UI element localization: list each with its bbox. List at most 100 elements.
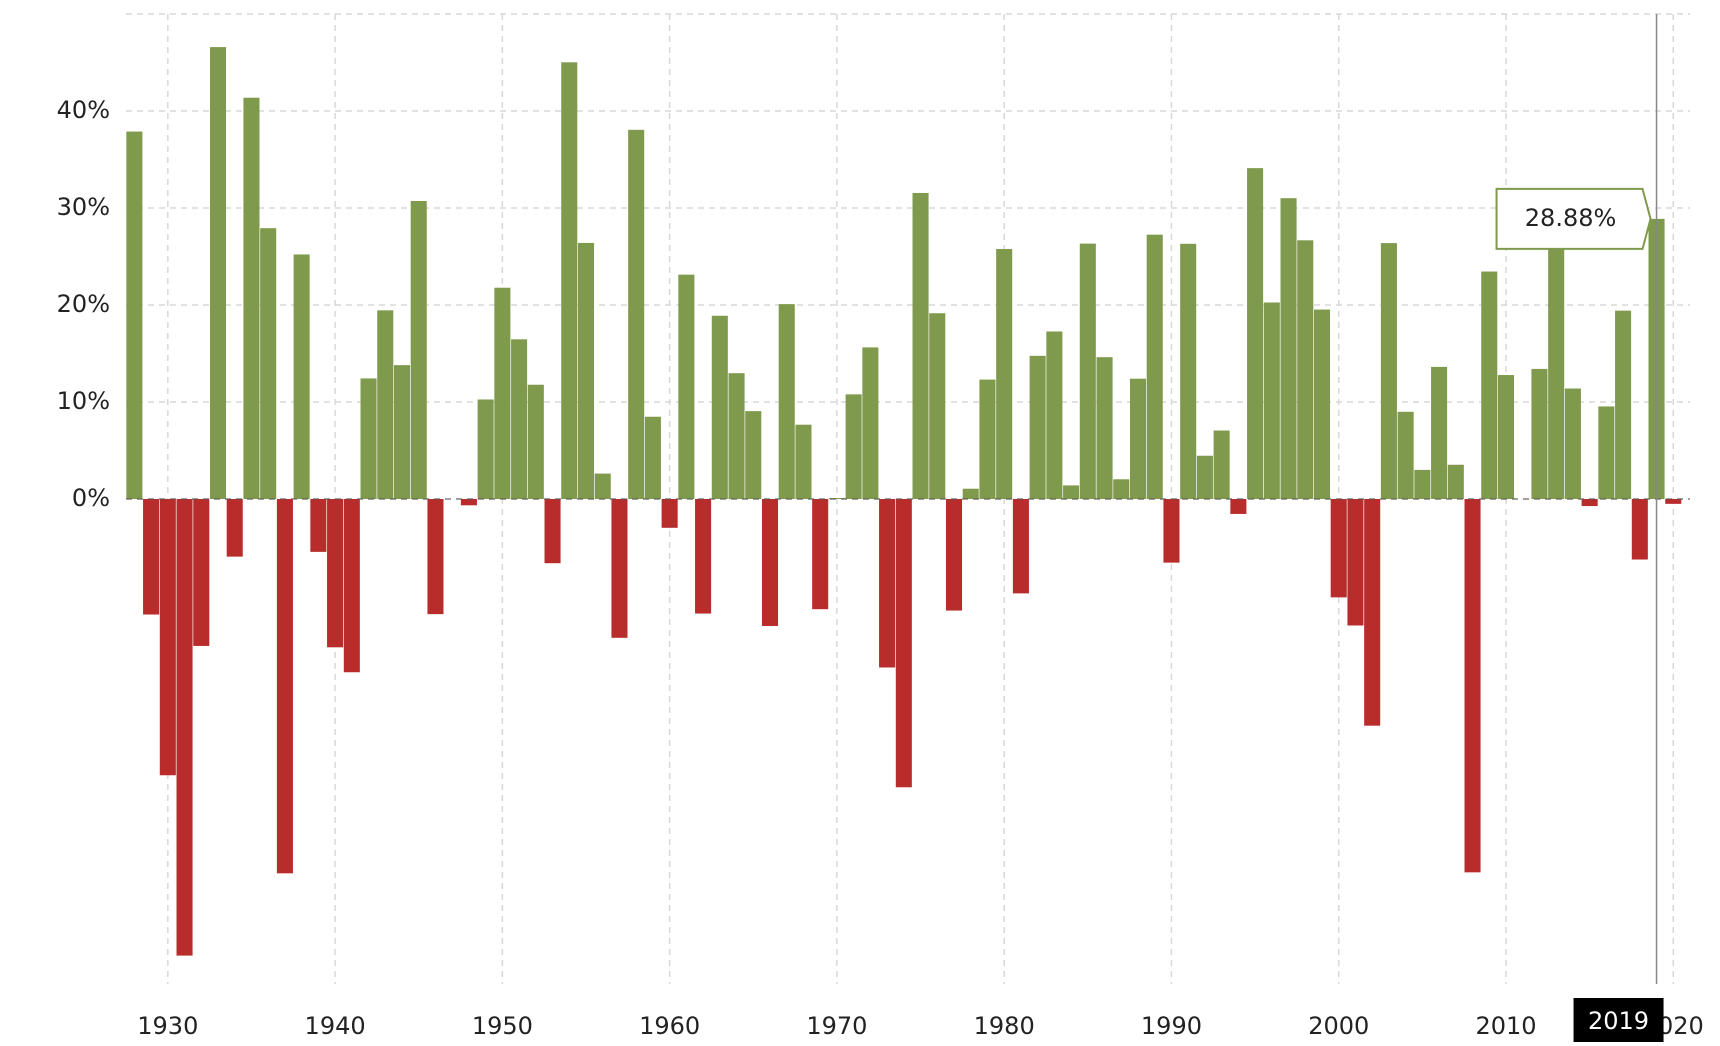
bar bbox=[176, 499, 193, 956]
bar bbox=[310, 499, 327, 552]
bar bbox=[1280, 198, 1297, 499]
bar bbox=[1481, 271, 1498, 499]
bar bbox=[1397, 411, 1414, 499]
crosshair-label-box bbox=[1573, 998, 1664, 1042]
bar bbox=[862, 347, 879, 499]
bar bbox=[1180, 243, 1197, 499]
y-tick-label: 20% bbox=[57, 290, 110, 318]
bar bbox=[945, 499, 963, 611]
bar bbox=[511, 339, 528, 499]
bar bbox=[293, 254, 310, 499]
bar bbox=[1113, 479, 1130, 499]
bar bbox=[761, 499, 779, 626]
crosshair-label: 2019 bbox=[1588, 1007, 1649, 1035]
bar bbox=[996, 249, 1013, 499]
bar bbox=[577, 242, 595, 500]
bar bbox=[226, 499, 243, 557]
bar bbox=[962, 488, 979, 499]
bar bbox=[1347, 499, 1364, 626]
tooltip-label: 28.88% bbox=[1525, 204, 1617, 232]
bar bbox=[678, 274, 695, 499]
bar bbox=[343, 499, 360, 673]
x-tick-label: 1940 bbox=[305, 1012, 366, 1040]
bar bbox=[1581, 499, 1598, 507]
bar bbox=[410, 201, 427, 500]
bar bbox=[644, 416, 661, 499]
bar bbox=[728, 373, 745, 499]
bar bbox=[1364, 499, 1381, 726]
bar bbox=[912, 192, 929, 499]
bar bbox=[460, 499, 477, 506]
bar bbox=[1313, 309, 1331, 499]
bar bbox=[1196, 455, 1213, 499]
bar bbox=[377, 310, 394, 499]
bar bbox=[360, 378, 377, 499]
bar bbox=[1029, 355, 1046, 499]
bar bbox=[494, 287, 511, 499]
bar bbox=[159, 499, 176, 776]
y-tick-label: 40% bbox=[57, 96, 110, 124]
bar bbox=[1012, 499, 1029, 594]
bar bbox=[143, 499, 160, 615]
x-tick-label: 1960 bbox=[639, 1012, 700, 1040]
x-tick-label: 1930 bbox=[137, 1012, 198, 1040]
bar bbox=[1146, 234, 1163, 500]
bar bbox=[628, 129, 645, 499]
bar bbox=[1447, 464, 1464, 499]
bar bbox=[477, 399, 494, 499]
bar bbox=[1247, 168, 1264, 499]
bar bbox=[327, 499, 344, 648]
bar bbox=[260, 228, 277, 499]
tooltip-box bbox=[1495, 187, 1652, 250]
bar bbox=[1263, 302, 1280, 499]
y-tick-label: 10% bbox=[57, 387, 110, 415]
bar bbox=[795, 424, 812, 499]
bar bbox=[1431, 366, 1448, 499]
bar bbox=[1615, 310, 1632, 499]
bar bbox=[1548, 211, 1565, 499]
bar bbox=[1414, 469, 1431, 499]
x-tick-label: 1970 bbox=[806, 1012, 867, 1040]
x-tick-label: 2000 bbox=[1308, 1012, 1369, 1040]
bar bbox=[879, 499, 896, 668]
bar bbox=[1079, 243, 1096, 499]
bar bbox=[812, 499, 829, 610]
bar bbox=[1598, 406, 1615, 499]
bar bbox=[594, 473, 611, 499]
bar bbox=[209, 47, 227, 500]
bar bbox=[1163, 499, 1180, 563]
bar bbox=[611, 499, 628, 638]
bar bbox=[695, 499, 712, 614]
bar bbox=[778, 304, 795, 499]
x-tick-label: 1980 bbox=[974, 1012, 1035, 1040]
bar bbox=[544, 499, 561, 564]
bar bbox=[126, 131, 143, 499]
bar bbox=[895, 499, 912, 788]
bar bbox=[711, 315, 728, 499]
bar bbox=[393, 365, 411, 499]
bar bbox=[1213, 430, 1230, 499]
y-tick-label: 0% bbox=[72, 484, 110, 512]
bar bbox=[745, 411, 762, 499]
bar bbox=[193, 499, 210, 646]
bar bbox=[929, 313, 946, 499]
x-tick-label: 1990 bbox=[1141, 1012, 1202, 1040]
bar bbox=[1129, 378, 1147, 499]
bar bbox=[828, 498, 845, 499]
bar bbox=[1531, 368, 1548, 499]
bar bbox=[1096, 357, 1113, 499]
x-tick-label: 2010 bbox=[1475, 1012, 1536, 1040]
bar bbox=[661, 499, 678, 528]
bar bbox=[1665, 499, 1682, 504]
bar bbox=[276, 499, 293, 874]
x-tick-label: 1950 bbox=[472, 1012, 533, 1040]
bar bbox=[1063, 485, 1080, 499]
bar bbox=[845, 394, 862, 499]
bar bbox=[1464, 499, 1481, 873]
bar bbox=[1564, 388, 1581, 499]
bar bbox=[1330, 499, 1347, 598]
bar bbox=[1497, 375, 1515, 499]
bar bbox=[1297, 240, 1314, 499]
bar bbox=[1046, 331, 1063, 499]
